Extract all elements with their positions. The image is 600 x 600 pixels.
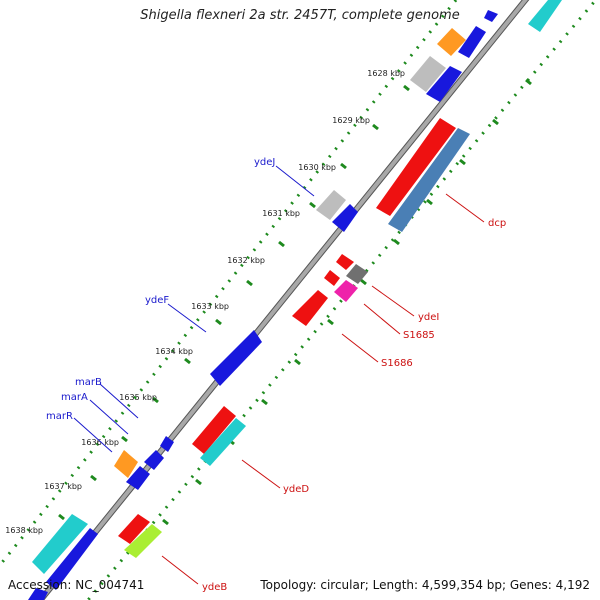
gene-forward-orange[interactable] (437, 28, 466, 56)
gene-label-marR[interactable]: marR (46, 411, 73, 422)
major-ticks-forward (58, 84, 410, 521)
gene-reverse-cyan[interactable] (528, 0, 562, 32)
leader-dcp (445, 193, 485, 223)
gene-label-ydeB[interactable]: ydeB (202, 582, 227, 593)
leader-ydeB (161, 555, 199, 585)
gene-marB[interactable] (144, 450, 164, 470)
gene-forward-cyan[interactable] (32, 514, 88, 574)
gene-forward-blue[interactable] (484, 10, 498, 22)
leader-marB (99, 383, 139, 419)
kbp-label: 1631 kbp (262, 209, 300, 218)
forward-tick-track (0, 0, 458, 566)
kbp-label: 1628 kbp (367, 69, 405, 78)
gene-label-ydeI[interactable]: ydeI (418, 312, 439, 323)
genome-summary-text: Topology: circular; Length: 4,599,354 bp… (260, 578, 590, 592)
gene-forward-grey[interactable] (410, 56, 446, 92)
gene-S1685[interactable] (334, 280, 358, 302)
major-ticks-reverse (162, 78, 532, 526)
gene-label-marA[interactable]: marA (61, 392, 88, 403)
gene-ydeB[interactable] (124, 524, 162, 558)
gene-reverse-steelblue[interactable] (388, 128, 470, 232)
gene-reverse-red[interactable] (324, 270, 340, 286)
gene-reverse-red[interactable] (118, 514, 150, 544)
gene-ydeF[interactable] (210, 330, 262, 386)
gene-marA[interactable] (126, 466, 150, 490)
gene-label-ydeF[interactable]: ydeF (145, 295, 169, 306)
gene-dcp[interactable] (376, 118, 456, 216)
gene-label-ydeD[interactable]: ydeD (283, 484, 309, 495)
leader-ydeJ (275, 165, 315, 197)
backbone (38, 0, 528, 600)
gene-forward-blue[interactable] (458, 26, 486, 58)
gene-forward-blue[interactable] (160, 436, 174, 452)
gene-forward-blue[interactable] (46, 528, 98, 590)
leader-S1686 (341, 333, 379, 363)
kbp-label: 1638 kbp (5, 526, 43, 535)
gene-reverse-red[interactable] (336, 254, 354, 270)
kbp-label: 1633 kbp (191, 302, 229, 311)
gene-marR[interactable] (114, 450, 138, 478)
gene-label-marB[interactable]: marB (75, 377, 102, 388)
leader-ydeD (241, 459, 281, 489)
gene-ydeI[interactable] (346, 264, 368, 284)
gene-reverse-cyan[interactable] (200, 418, 246, 466)
gene-forward-grey[interactable] (316, 190, 346, 220)
kbp-label: 1636 kbp (81, 438, 119, 447)
gene-label-dcp[interactable]: dcp (488, 218, 506, 229)
gene-label-ydeJ[interactable]: ydeJ (254, 157, 275, 168)
kbp-label: 1634 kbp (155, 347, 193, 356)
gene-forward-blue[interactable] (28, 588, 48, 600)
leader-marR (73, 417, 113, 453)
accession-text: Accession: NC_004741 (8, 578, 145, 592)
kbp-label: 1630 kbp (298, 163, 336, 172)
leader-S1685 (363, 303, 401, 335)
leader-ydeI (371, 285, 415, 317)
gene-ydeD[interactable] (192, 406, 236, 454)
leader-marA (89, 399, 129, 435)
kbp-label: 1635 kbp (119, 393, 157, 402)
gene-ydeJ[interactable] (332, 204, 358, 232)
kbp-label: 1637 kbp (44, 482, 82, 491)
kbp-label: 1629 kbp (332, 116, 370, 125)
reverse-tick-track (86, 0, 598, 600)
kbp-label: 1632 kbp (227, 256, 265, 265)
leader-ydeF (167, 303, 207, 333)
gene-S1686[interactable] (292, 290, 328, 326)
map-title: Shigella flexneri 2a str. 2457T, complet… (140, 8, 460, 23)
gene-label-S1685[interactable]: S1685 (403, 330, 435, 341)
gene-label-S1686[interactable]: S1686 (381, 358, 413, 369)
gene-forward-blue[interactable] (426, 66, 462, 102)
